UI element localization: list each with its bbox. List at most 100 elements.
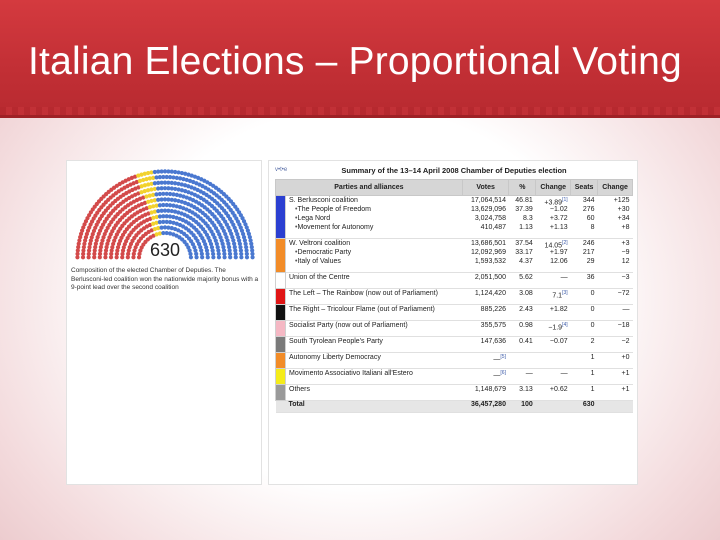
seat-right — [174, 215, 179, 220]
seat-right — [183, 171, 188, 176]
seat-right — [173, 186, 178, 192]
seat-left — [139, 202, 144, 207]
footnote-link[interactable]: [5] — [500, 354, 506, 360]
seat-right — [171, 175, 176, 180]
seat-right — [159, 225, 164, 230]
party-name[interactable]: South Tyrolean People's Party — [289, 338, 383, 345]
party-name[interactable]: The Left – The Rainbow (now out of Parli… — [289, 290, 438, 297]
party-name-cell: W. Veltroni coalitionDemocratic PartyIta… — [285, 238, 463, 273]
seats-cell: 0 — [570, 288, 598, 305]
seat-right — [216, 248, 221, 253]
seat-left — [116, 241, 122, 247]
seat-others — [154, 203, 159, 208]
seat-right — [200, 255, 205, 260]
seat-right — [233, 251, 238, 256]
sub-party-name[interactable]: Lega Nord — [295, 214, 459, 223]
party-name[interactable]: S. Berlusconi coalition — [289, 197, 358, 204]
seat-right — [227, 251, 233, 256]
seat-right — [212, 235, 217, 240]
seat-left — [110, 245, 115, 250]
sub-party-name[interactable]: Italy of Values — [295, 257, 459, 266]
seat-right — [193, 248, 198, 253]
seat-right — [184, 195, 189, 200]
seat-right — [229, 231, 234, 236]
seat-left — [136, 191, 141, 196]
seat-left — [109, 248, 114, 253]
seat-left — [75, 248, 80, 253]
table-row: South Tyrolean People's Party 147,636 0.41… — [275, 336, 633, 353]
seat-left — [132, 248, 137, 253]
sub-party-name[interactable]: The People of Freedom — [295, 205, 459, 214]
seat-right — [199, 251, 204, 256]
seat-right — [182, 200, 188, 205]
seat-others — [149, 210, 154, 215]
seat-right — [232, 241, 237, 246]
seat-right — [243, 222, 248, 227]
seat-left — [92, 255, 97, 260]
results-table-panel: v•t•e Summary of the 13–14 April 2008 Ch… — [268, 160, 638, 485]
seat-right — [181, 206, 186, 211]
seat-right — [192, 245, 197, 250]
footnote-link[interactable]: [6] — [500, 370, 506, 376]
seat-left — [97, 251, 103, 256]
seat-right — [174, 204, 179, 209]
edit-links[interactable]: v•t•e — [275, 167, 288, 173]
seat-right — [167, 203, 173, 208]
sub-party-name[interactable]: Democratic Party — [295, 248, 459, 257]
seat-right — [166, 197, 171, 202]
seat-left — [136, 185, 141, 190]
footnote-link[interactable]: [3] — [562, 290, 568, 296]
seat-left — [89, 235, 94, 240]
seat-others — [142, 189, 147, 194]
party-name[interactable]: Union of the Centre — [289, 274, 350, 281]
seat-left — [126, 248, 131, 253]
seat-left — [84, 231, 90, 237]
seat-right — [169, 208, 174, 214]
seats-cell: 1 — [570, 352, 598, 369]
party-name[interactable]: The Right – Tricolour Flame (out of Parl… — [289, 306, 435, 313]
seat-right — [188, 251, 193, 257]
seat-right — [171, 203, 176, 208]
seat-others — [146, 182, 151, 187]
party-name[interactable]: Socialist Party (now out of Parliament) — [289, 322, 408, 329]
party-name-cell: Autonomy Liberty Democracy — [285, 352, 463, 369]
slide-title: Italian Elections – Proportional Voting — [28, 40, 682, 83]
seat-others — [142, 171, 147, 176]
seat-left — [92, 248, 97, 253]
seat-right — [226, 241, 231, 246]
seat-right — [167, 175, 173, 180]
party-name[interactable]: W. Veltroni coalition — [289, 240, 351, 247]
table-row: The Right – Tricolour Flame (out of Parl… — [275, 304, 633, 321]
seat-right — [186, 172, 191, 177]
votes-cell: 17,064,514 13,629,096 3,024,758 410,487 — [462, 195, 509, 239]
footnote-link[interactable]: [1] — [562, 197, 568, 203]
seat-left — [92, 251, 97, 256]
footnote-link[interactable]: [4] — [562, 322, 568, 328]
seat-others — [137, 178, 143, 184]
seat-others — [151, 192, 156, 197]
total-votes: 36,457,280 — [462, 400, 509, 413]
seat-left — [141, 207, 146, 212]
seat-right — [156, 186, 161, 191]
seat-others — [139, 172, 144, 177]
sub-party-name[interactable]: Movement for Autonomy — [295, 223, 459, 232]
party-name[interactable]: Autonomy Liberty Democracy — [289, 354, 381, 361]
percent-cell: 3.13 — [508, 384, 536, 401]
change-cell — [535, 352, 571, 369]
seat-right — [156, 197, 161, 202]
party-name-cell: South Tyrolean People's Party — [285, 336, 463, 353]
party-name[interactable]: Others — [289, 386, 311, 393]
seat-left — [75, 251, 80, 257]
footnote-link[interactable]: [2] — [562, 240, 568, 246]
seats-cell: 1 — [570, 384, 598, 401]
seat-right — [227, 228, 233, 233]
seat-left — [86, 248, 92, 253]
seat-right — [162, 225, 168, 230]
votes-cell: 1,124,420 — [462, 288, 509, 305]
party-name[interactable]: Movimento Associativo Italiani all'Ester… — [289, 370, 413, 377]
seat-left — [147, 222, 153, 228]
seat-right — [162, 186, 168, 191]
seat-right — [166, 180, 171, 185]
seat-right — [217, 232, 222, 237]
votes-cell: 147,636 — [462, 336, 509, 353]
